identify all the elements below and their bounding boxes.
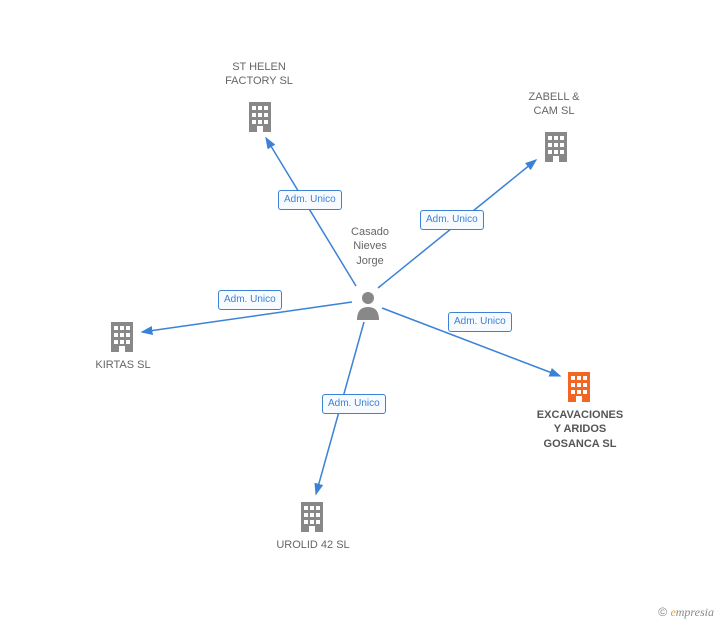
building-icon-kirtas[interactable] <box>108 320 136 352</box>
brand-rest: mpresia <box>676 605 714 619</box>
building-icon-zabell[interactable] <box>542 130 570 162</box>
node-label-excavaciones: EXCAVACIONES Y ARIDOS GOSANCA SL <box>520 408 640 451</box>
person-icon[interactable] <box>355 290 381 320</box>
building-icon-urolid[interactable] <box>298 500 326 532</box>
edge-label-excavaciones: Adm. Unico <box>448 312 512 332</box>
edge-label-zabell: Adm. Unico <box>420 210 484 230</box>
node-label-st-helen: ST HELEN FACTORY SL <box>204 60 314 89</box>
person-label: Casado Nieves Jorge <box>340 225 400 268</box>
building-icon-excavaciones[interactable] <box>565 370 593 402</box>
node-label-zabell: ZABELL & CAM SL <box>504 90 604 119</box>
edge-label-kirtas: Adm. Unico <box>218 290 282 310</box>
edge-label-urolid: Adm. Unico <box>322 394 386 414</box>
copyright-symbol: © <box>658 605 667 619</box>
building-icon-st-helen[interactable] <box>246 100 274 132</box>
edge-label-st-helen: Adm. Unico <box>278 190 342 210</box>
copyright-footer: © empresia <box>658 605 714 620</box>
node-label-kirtas: KIRTAS SL <box>78 358 168 372</box>
node-label-urolid: UROLID 42 SL <box>258 538 368 552</box>
